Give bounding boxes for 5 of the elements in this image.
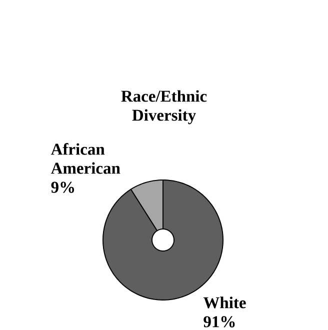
- data-label: 91%: [204, 316, 235, 328]
- data-label: 9%: [51, 182, 74, 193]
- slice-label: White: [203, 296, 246, 308]
- slice-label: African American: [50, 143, 120, 174]
- chart-title: Race/Ethnic Diversity: [121, 90, 207, 124]
